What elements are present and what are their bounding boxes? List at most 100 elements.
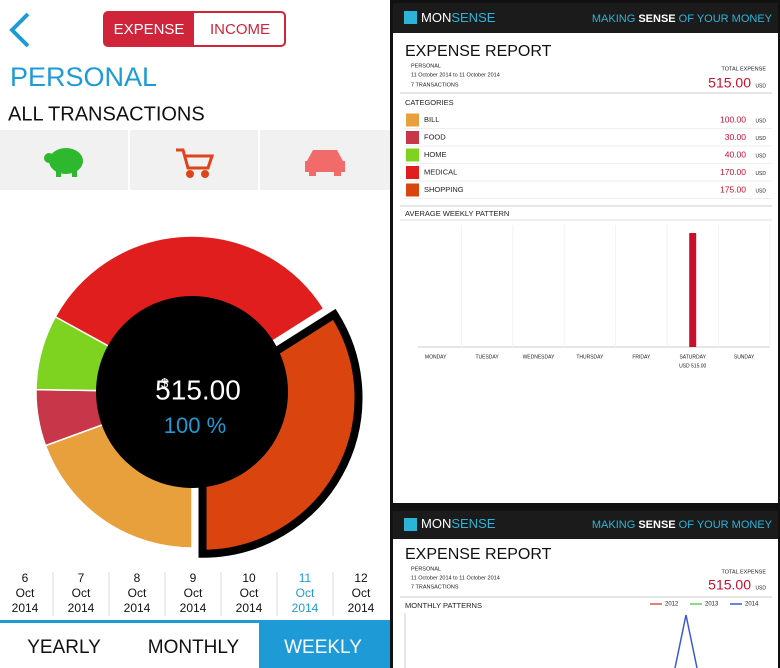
date-month[interactable]: Oct: [352, 586, 371, 600]
date-day[interactable]: 10: [242, 571, 256, 585]
day-label: WEDNESDAY: [523, 354, 556, 360]
tagline-part: SENSE: [638, 519, 675, 531]
date-month[interactable]: Oct: [296, 586, 315, 600]
tagline-part: SENSE: [638, 13, 675, 25]
category-unit: USD: [755, 153, 766, 159]
donut-center: [96, 296, 288, 488]
date-month[interactable]: Oct: [240, 586, 259, 600]
brand: MONSENSE: [421, 516, 496, 531]
total-amount: 515.00: [155, 374, 241, 405]
date-month[interactable]: Oct: [16, 586, 35, 600]
category-name: MEDICAL: [424, 167, 457, 176]
report-total: 515.00: [708, 577, 751, 593]
tagline-part: MAKING: [592, 13, 638, 25]
bar-annotation: USD 515.00: [679, 363, 706, 369]
brand-part: MON: [421, 516, 451, 531]
date-day[interactable]: 12: [354, 571, 368, 585]
date-month[interactable]: Oct: [128, 586, 147, 600]
category-unit: USD: [755, 136, 766, 142]
category-icon: [406, 166, 419, 179]
legend-label: 2012: [665, 602, 679, 608]
report-body: [393, 33, 778, 503]
tagline-part: MAKING: [592, 519, 638, 531]
tab-active-bg: [104, 12, 194, 46]
day-label: FRIDAY: [632, 354, 651, 360]
category-value: 40.00: [725, 149, 747, 159]
currency-symbol: $: [161, 375, 169, 390]
date-year[interactable]: 2014: [12, 601, 39, 615]
date-year[interactable]: 2014: [348, 601, 375, 615]
report-account: PERSONAL: [411, 566, 441, 572]
tagline: MAKING SENSE OF YOUR MONEY: [592, 13, 773, 25]
cart-icon[interactable]: [176, 148, 215, 178]
tab-expense[interactable]: EXPENSE: [114, 21, 185, 38]
legend-label: 2014: [745, 602, 759, 608]
day-label: MONDAY: [425, 354, 447, 360]
category-icon: [406, 183, 419, 197]
report-header: [393, 3, 778, 33]
period-active-bg: [259, 623, 390, 668]
category-value: 170.00: [720, 167, 746, 177]
day-label: SATURDAY: [679, 354, 706, 360]
period-tab[interactable]: MONTHLY: [148, 637, 240, 658]
date-day[interactable]: 6: [22, 571, 29, 585]
day-label: SUNDAY: [734, 354, 755, 360]
monthly-heading: MONTHLY PATTERNS: [405, 601, 482, 610]
logo-icon: [404, 11, 417, 24]
bar: [689, 233, 697, 347]
period-bar-line: [0, 620, 390, 623]
back-button[interactable]: [9, 12, 30, 48]
brand-part: SENSE: [451, 516, 495, 531]
monthly-line: [674, 614, 698, 668]
day-label: THURSDAY: [576, 354, 604, 360]
report-title: EXPENSE REPORT: [405, 546, 552, 563]
date-month[interactable]: Oct: [72, 586, 91, 600]
piggy-icon[interactable]: [44, 148, 83, 177]
weekly-chart: MONDAY TUESDAY WEDNESDAY THURSDAY FRIDAY SATU…: [418, 225, 771, 369]
date-month[interactable]: Oct: [184, 586, 203, 600]
report-title: EXPENSE REPORT: [405, 43, 552, 60]
day-label: TUESDAY: [475, 354, 499, 360]
date-day[interactable]: 7: [78, 571, 85, 585]
category-icon: [406, 113, 419, 127]
category-unit: USD: [755, 118, 766, 124]
report-transactions: 7 TRANSACTIONS: [411, 82, 459, 88]
date-year[interactable]: 2014: [236, 601, 263, 615]
category-unit: USD: [755, 171, 766, 177]
date-day[interactable]: 8: [134, 571, 141, 585]
date-year[interactable]: 2014: [292, 601, 319, 615]
brand-part: SENSE: [451, 10, 495, 25]
period-tab[interactable]: YEARLY: [27, 637, 101, 658]
page-subtitle: ALL TRANSACTIONS: [8, 103, 205, 125]
total-percent: 100 %: [164, 413, 226, 438]
categories-heading: CATEGORIES: [405, 98, 454, 107]
date-year[interactable]: 2014: [68, 601, 95, 615]
car-icon[interactable]: [305, 150, 345, 176]
category-value: 100.00: [720, 114, 746, 124]
legend-label: 2013: [705, 602, 719, 608]
date-strip: 6Oct20147Oct20148Oct20149Oct201410Oct201…: [12, 571, 375, 616]
report-total: 515.00: [708, 75, 751, 91]
period-tab[interactable]: WEEKLY: [284, 637, 362, 658]
tab-income[interactable]: INCOME: [210, 21, 270, 38]
category-value: 30.00: [725, 132, 747, 142]
page-title: PERSONAL: [10, 62, 157, 92]
category-name: HOME: [424, 150, 447, 159]
date-day[interactable]: 9: [190, 571, 197, 585]
brand-part: MON: [421, 10, 451, 25]
category-unit: USD: [755, 188, 766, 194]
date-year[interactable]: 2014: [124, 601, 151, 615]
date-day[interactable]: 11: [299, 571, 312, 585]
report-period: 11 October 2014 to 11 October 2014: [411, 575, 500, 581]
tagline-part: OF YOUR MONEY: [676, 519, 773, 531]
period-bar: YEARLY MONTHLY WEEKLY: [27, 623, 390, 668]
category-name: SHOPPING: [424, 185, 464, 194]
category-icon: [406, 131, 419, 144]
brand: MONSENSE: [421, 10, 496, 25]
date-year[interactable]: 2014: [180, 601, 207, 615]
category-name: FOOD: [424, 132, 446, 141]
report-body: [393, 539, 778, 668]
report-unit: USD: [755, 83, 766, 89]
category-name: BILL: [424, 115, 439, 124]
